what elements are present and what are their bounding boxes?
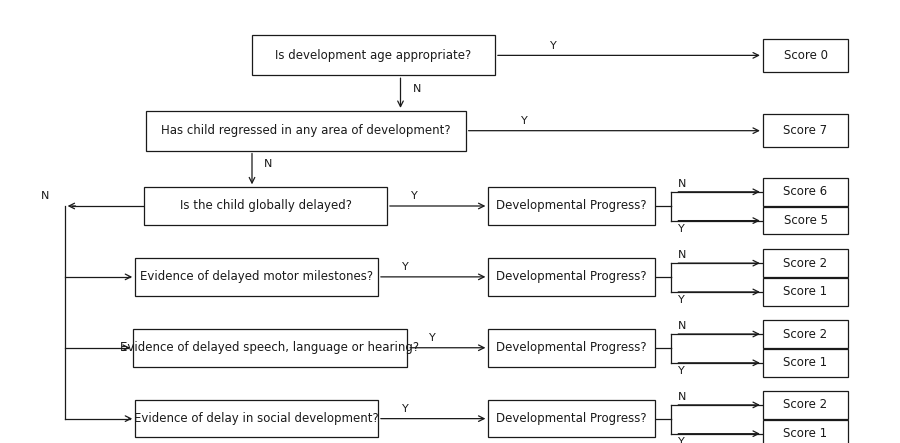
FancyBboxPatch shape <box>133 329 407 367</box>
Text: Is development age appropriate?: Is development age appropriate? <box>275 49 472 62</box>
FancyBboxPatch shape <box>763 420 848 443</box>
FancyBboxPatch shape <box>135 400 378 438</box>
Text: Y: Y <box>679 224 685 233</box>
Text: N: N <box>678 250 686 260</box>
FancyBboxPatch shape <box>763 207 848 234</box>
FancyBboxPatch shape <box>763 249 848 277</box>
Text: Score 6: Score 6 <box>783 185 828 198</box>
Text: Y: Y <box>550 41 557 51</box>
FancyBboxPatch shape <box>763 178 848 206</box>
FancyBboxPatch shape <box>135 258 378 296</box>
FancyBboxPatch shape <box>763 278 848 306</box>
Text: Y: Y <box>410 191 418 201</box>
Text: Evidence of delayed motor milestones?: Evidence of delayed motor milestones? <box>140 270 374 284</box>
FancyBboxPatch shape <box>144 187 387 225</box>
FancyBboxPatch shape <box>488 329 655 367</box>
FancyBboxPatch shape <box>252 35 495 75</box>
FancyBboxPatch shape <box>488 400 655 438</box>
Text: Developmental Progress?: Developmental Progress? <box>496 341 647 354</box>
Text: Score 7: Score 7 <box>783 124 828 137</box>
FancyBboxPatch shape <box>763 391 848 419</box>
Text: Y: Y <box>401 262 409 272</box>
Text: N: N <box>678 321 686 331</box>
Text: N: N <box>40 191 50 201</box>
FancyBboxPatch shape <box>763 349 848 377</box>
Text: Score 5: Score 5 <box>784 214 827 227</box>
Text: Score 2: Score 2 <box>783 398 828 412</box>
FancyBboxPatch shape <box>763 320 848 348</box>
Text: Score 0: Score 0 <box>784 49 827 62</box>
Text: Score 2: Score 2 <box>783 256 828 270</box>
Text: N: N <box>678 179 686 189</box>
Text: Y: Y <box>429 333 436 343</box>
Text: Y: Y <box>679 295 685 305</box>
Text: Score 1: Score 1 <box>783 356 828 369</box>
Text: Y: Y <box>401 404 409 414</box>
Text: Has child regressed in any area of development?: Has child regressed in any area of devel… <box>161 124 451 137</box>
Text: Developmental Progress?: Developmental Progress? <box>496 199 647 213</box>
Text: N: N <box>412 84 421 93</box>
Text: Developmental Progress?: Developmental Progress? <box>496 412 647 425</box>
FancyBboxPatch shape <box>763 39 848 72</box>
Text: Evidence of delayed speech, language or hearing?: Evidence of delayed speech, language or … <box>121 341 419 354</box>
Text: Y: Y <box>679 437 685 443</box>
FancyBboxPatch shape <box>488 187 655 225</box>
Text: N: N <box>264 159 273 170</box>
FancyBboxPatch shape <box>763 114 848 148</box>
Text: Is the child globally delayed?: Is the child globally delayed? <box>179 199 352 213</box>
Text: Score 1: Score 1 <box>783 427 828 440</box>
Text: Score 1: Score 1 <box>783 285 828 299</box>
Text: Score 2: Score 2 <box>783 327 828 341</box>
Text: Y: Y <box>521 116 527 126</box>
FancyBboxPatch shape <box>147 111 466 151</box>
FancyBboxPatch shape <box>488 258 655 296</box>
Text: Y: Y <box>679 366 685 376</box>
Text: Developmental Progress?: Developmental Progress? <box>496 270 647 284</box>
Text: N: N <box>678 392 686 402</box>
Text: Evidence of delay in social development?: Evidence of delay in social development? <box>134 412 379 425</box>
